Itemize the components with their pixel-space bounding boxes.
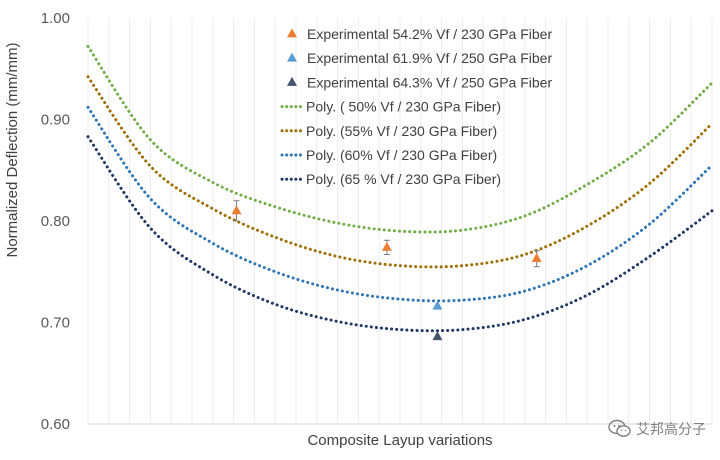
legend: Experimental 54.2% Vf / 230 GPa Fiber Exp…: [280, 26, 552, 187]
data-point-marker: [381, 241, 392, 251]
legend-marker: [287, 76, 297, 86]
legend-marker: [287, 28, 297, 38]
poly-curves: [86, 44, 714, 333]
legend-label: Poly. (60% Vf / 230 GPa Fiber): [306, 147, 497, 163]
legend-label: Experimental 61.9% Vf / 250 GPa Fiber: [307, 50, 552, 66]
legend-item: Poly. (60% Vf / 230 GPa Fiber): [280, 147, 497, 163]
legend-label: Poly. ( 50% Vf / 230 GPa Fiber): [306, 99, 501, 115]
y-tick-label: 0.60: [41, 416, 70, 433]
legend-item: Experimental 61.9% Vf / 250 GPa Fiber: [287, 50, 552, 66]
experimental-markers: [231, 200, 542, 341]
poly-curve-4: [86, 135, 714, 333]
poly-curve-3: [86, 105, 714, 303]
poly-curve-1: [86, 44, 714, 234]
legend-label: Experimental 64.3% Vf / 250 GPa Fiber: [307, 74, 552, 90]
y-tick-label: 1.00: [41, 10, 70, 27]
x-axis-title: Composite Layup variations: [307, 432, 492, 449]
watermark: 艾邦高分子: [608, 418, 706, 440]
legend-item: Poly. (55% Vf / 230 GPa Fiber): [280, 123, 497, 139]
wechat-icon: [608, 419, 631, 437]
y-axis-ticks: 0.60 0.70 0.80 0.90 1.00: [41, 10, 70, 433]
poly-curve-2: [86, 75, 714, 269]
data-point-marker: [231, 205, 242, 215]
legend-item: Experimental 64.3% Vf / 250 GPa Fiber: [287, 74, 552, 90]
legend-label: Poly. (55% Vf / 230 GPa Fiber): [306, 123, 497, 139]
legend-item: Poly. (65 % Vf / 230 GPa Fiber): [280, 171, 501, 187]
data-point-marker: [531, 252, 542, 262]
data-point-marker: [432, 331, 443, 341]
legend-marker: [287, 52, 297, 62]
y-tick-label: 0.90: [41, 112, 70, 129]
y-axis-title: Normalized Deflection (mm/mm): [4, 42, 21, 257]
legend-item: Poly. ( 50% Vf / 230 GPa Fiber): [280, 99, 501, 115]
legend-item: Experimental 54.2% Vf / 230 GPa Fiber: [287, 26, 552, 42]
watermark-text: 艾邦高分子: [636, 422, 706, 438]
data-point-marker: [432, 300, 443, 310]
legend-label: Poly. (65 % Vf / 230 GPa Fiber): [306, 171, 501, 187]
y-tick-label: 0.80: [41, 213, 70, 230]
grid-lines: [87, 18, 713, 424]
legend-label: Experimental 54.2% Vf / 230 GPa Fiber: [307, 26, 552, 42]
y-tick-label: 0.70: [41, 315, 70, 332]
